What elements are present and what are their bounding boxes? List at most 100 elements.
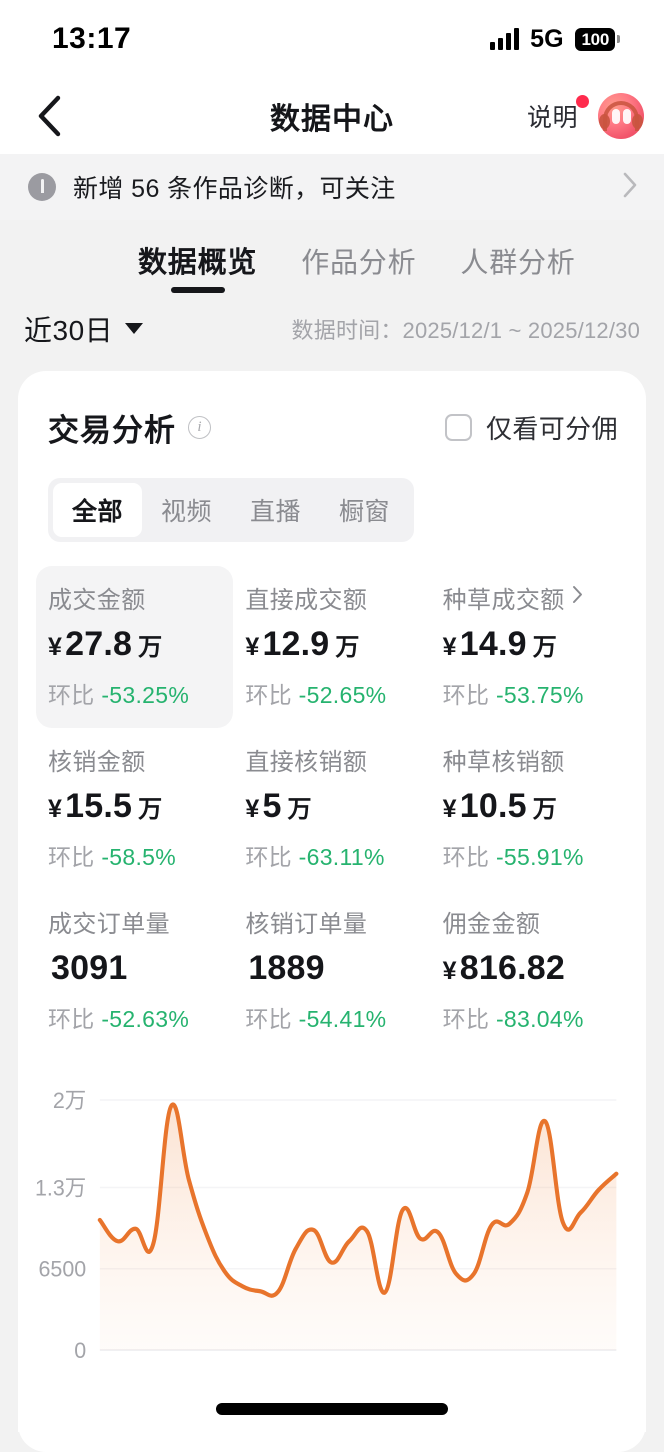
metric-value: ¥5 万 [245,787,418,826]
metric-redeemed-order-count[interactable]: 核销订单量 1889 环比 -54.41% [233,890,430,1052]
metric-delta: 环比 -63.11% [245,838,418,872]
currency-symbol: ¥ [245,794,260,823]
metric-number: 5 [262,786,282,825]
chevron-right-icon [622,171,638,204]
svg-text:6500: 6500 [39,1256,87,1281]
metric-label: 核销金额 [48,742,221,777]
tab-data-overview[interactable]: 数据概览 [116,246,279,303]
delta-value: -58.5% [101,843,176,870]
metrics-grid: 成交金额 ¥27.8 万 环比 -53.25% 直接成交额 ¥12.9 万 环比 -… [18,565,646,1052]
delta-prefix: 环比 [442,843,490,870]
delta-value: -53.25% [101,681,190,708]
metric-value: ¥14.9 万 [443,625,616,664]
tab-audience-analysis[interactable]: 人群分析 [438,246,597,302]
red-dot-badge-icon [576,95,589,108]
delta-prefix: 环比 [442,1005,490,1032]
exclamation-circle-icon [28,173,56,201]
card-title-group: 交易分析 i [48,405,211,450]
chart-y-axis-labels: 2万 1.3万 6500 0 [35,1088,86,1363]
delta-prefix: 环比 [442,681,490,708]
notice-banner[interactable]: 新增 56 条作品诊断，可关注 [0,154,664,220]
checkbox-unchecked-icon[interactable] [444,413,472,441]
metric-gmv[interactable]: 成交金额 ¥27.8 万 环比 -53.25% [36,565,234,728]
svg-text:2万: 2万 [53,1088,86,1113]
delta-prefix: 环比 [245,681,292,708]
metric-redeemed-amount[interactable]: 核销金额 ¥15.5 万 环比 -58.5% [36,728,233,890]
segment-label: 橱窗 [339,497,391,526]
signal-bars-icon [490,28,520,50]
metric-label: 直接成交额 [245,580,418,615]
metric-unit: 万 [138,633,163,661]
segment-label: 视频 [161,497,213,526]
delta-prefix: 环比 [245,1005,292,1032]
delta-value: -52.63% [101,1005,190,1032]
segment-live[interactable]: 直播 [231,483,320,537]
channel-segmented-control: 全部 视频 直播 橱窗 [48,477,415,542]
metric-seeded-gmv[interactable]: 种草成交额 ¥14.9 万 环比 -53.75% [431,566,628,728]
delta-prefix: 环比 [48,681,95,708]
delta-prefix: 环比 [48,1005,95,1032]
transaction-analysis-card: 交易分析 i 仅看可分佣 全部 视频 直播 橱窗 成交金额 ¥27.8 万 [18,370,646,1452]
page-title: 数据中心 [270,103,394,136]
back-button[interactable] [26,93,72,139]
battery-full-icon: 100 [574,27,620,51]
metric-direct-gmv[interactable]: 直接成交额 ¥12.9 万 环比 -52.65% [233,566,430,728]
status-bar: 13:17 5G 100 [0,0,664,78]
segment-all[interactable]: 全部 [53,482,143,537]
segment-label: 直播 [250,497,302,526]
metric-label-text: 核销订单量 [245,910,368,938]
svg-text:0: 0 [74,1338,86,1363]
delta-value: -83.04% [495,1005,584,1032]
metric-label-text: 核销金额 [48,748,146,776]
metric-delta: 环比 -53.75% [443,676,616,710]
delta-value: -54.41% [298,1005,387,1032]
commission-filter-checkbox[interactable]: 仅看可分佣 [444,409,618,446]
currency-symbol: ¥ [442,632,457,661]
currency-symbol: ¥ [442,794,457,823]
segment-video[interactable]: 视频 [142,483,231,537]
metrics-row: 成交订单量 3091 环比 -52.63% 核销订单量 1889 环比 -54.… [36,890,628,1052]
date-range-label: 近30日 [24,314,114,346]
date-range-selector[interactable]: 近30日 [24,309,144,349]
metric-label-text: 成交金额 [48,586,146,614]
metric-label-text: 直接成交额 [245,586,368,614]
metric-label: 种草核销额 [443,742,616,777]
date-filter-row: 近30日 数据时间：2025/12/1 ~ 2025/12/30 [0,302,664,371]
metrics-row: 核销金额 ¥15.5 万 环比 -58.5% 直接核销额 ¥5 万 环比 -63.1… [36,728,628,890]
info-circle-icon[interactable]: i [188,415,211,439]
metric-commission[interactable]: 佣金金额 ¥816.82 环比 -83.04% [431,890,628,1052]
metric-unit: 万 [532,795,557,823]
delta-value: -53.75% [495,681,584,708]
status-bar-clock: 13:17 [52,22,132,55]
notice-banner-text: 新增 56 条作品诊断，可关注 [73,175,396,203]
metric-unit: 万 [335,633,360,661]
metric-seeded-redeemed[interactable]: 种草核销额 ¥10.5 万 环比 -55.91% [431,728,628,890]
tab-content-analysis[interactable]: 作品分析 [279,246,438,302]
currency-symbol: ¥ [48,632,63,661]
currency-symbol: ¥ [245,632,260,661]
nav-bar: 数据中心 说明 [0,78,664,154]
metric-value: ¥10.5 万 [443,787,616,826]
home-indicator-icon[interactable] [216,1403,448,1415]
help-button[interactable]: 说明 [527,95,589,134]
metric-direct-redeemed[interactable]: 直接核销额 ¥5 万 环比 -63.11% [233,728,430,890]
metric-order-count[interactable]: 成交订单量 3091 环比 -52.63% [36,890,233,1052]
tab-label: 数据概览 [138,247,258,279]
chevron-left-icon [36,95,62,137]
metric-label: 成交订单量 [48,904,221,939]
chevron-right-icon[interactable] [572,583,583,611]
caret-down-icon [125,323,144,335]
avatar-headset-ear-right [632,114,643,129]
metric-label-text: 成交订单量 [48,910,170,938]
metric-unit: 万 [532,633,557,661]
segment-showcase[interactable]: 橱窗 [320,483,409,537]
metric-delta: 环比 -54.41% [245,1000,418,1034]
main-tabs: 数据概览 作品分析 人群分析 [0,220,664,303]
user-avatar-icon[interactable] [598,93,644,139]
metric-delta: 环比 -53.25% [48,676,221,710]
battery-level-label: 100 [574,27,615,51]
metric-delta: 环比 -52.65% [245,676,418,710]
metric-delta: 环比 -83.04% [443,1000,616,1034]
